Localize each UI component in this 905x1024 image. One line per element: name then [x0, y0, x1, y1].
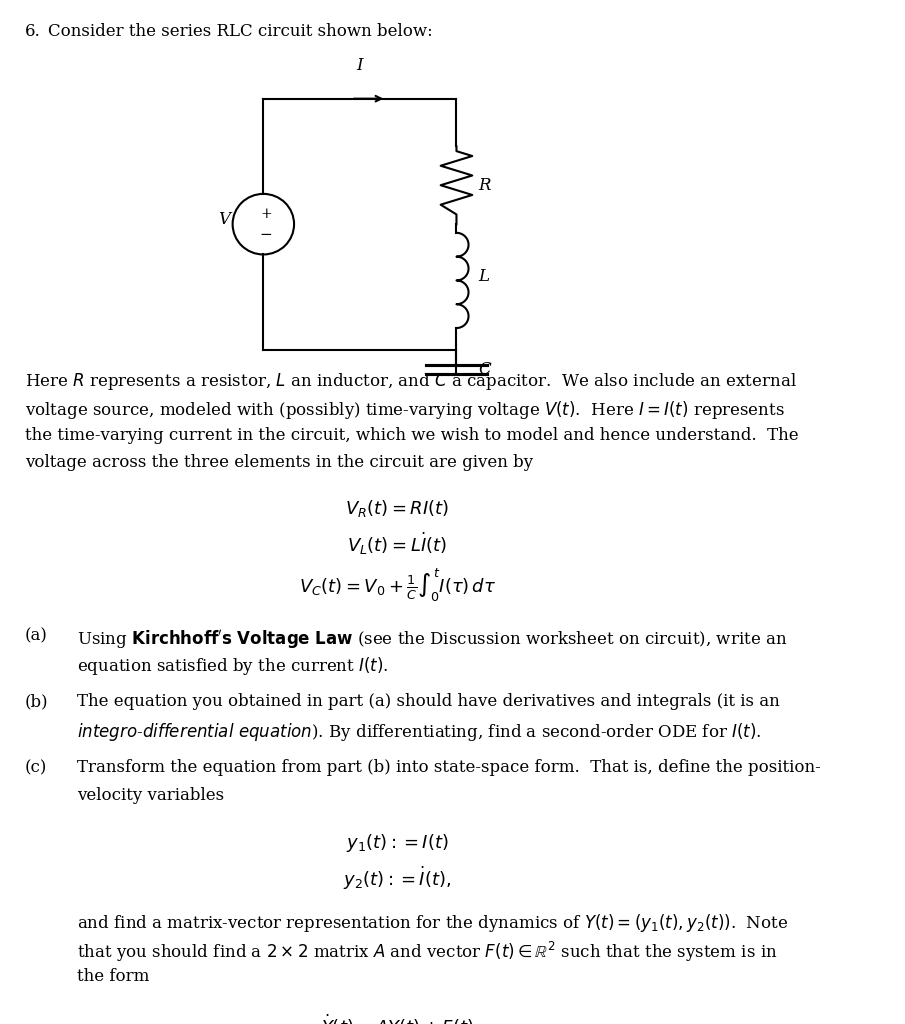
Text: equation satisfied by the current $I(t)$.: equation satisfied by the current $I(t)$…: [77, 655, 389, 677]
Text: The equation you obtained in part (a) should have derivatives and integrals (it : The equation you obtained in part (a) sh…: [77, 693, 780, 711]
Text: (a): (a): [24, 628, 47, 644]
Text: that you should find a $2 \times 2$ matrix $A$ and vector $F(t) \in \mathbb{R}^2: that you should find a $2 \times 2$ matr…: [77, 940, 777, 964]
Text: +: +: [260, 207, 271, 221]
Text: $y_1(t) := I(t)$: $y_1(t) := I(t)$: [346, 831, 449, 854]
Text: the form: the form: [77, 968, 149, 985]
Text: (c): (c): [24, 759, 47, 776]
Text: $\it{integro}$-$\it{differential\ equation}$). By differentiating, find a second: $\it{integro}$-$\it{differential\ equati…: [77, 721, 762, 743]
Text: V: V: [218, 211, 230, 228]
Text: and find a matrix-vector representation for the dynamics of $Y(t) = (y_1(t), y_2: and find a matrix-vector representation …: [77, 912, 788, 934]
Text: voltage source, modeled with (possibly) time-varying voltage $V(t)$.  Here $I = : voltage source, modeled with (possibly) …: [24, 399, 785, 421]
Text: $V_R(t) = RI(t)$: $V_R(t) = RI(t)$: [345, 498, 449, 519]
Text: voltage across the three elements in the circuit are given by: voltage across the three elements in the…: [24, 455, 533, 471]
Text: velocity variables: velocity variables: [77, 786, 224, 804]
Text: $y_2(t) := \dot{I}(t),$: $y_2(t) := \dot{I}(t),$: [343, 864, 452, 892]
Text: $\dot{Y}(t) = AY(t) + F(t)$: $\dot{Y}(t) = AY(t) + F(t)$: [321, 1013, 473, 1024]
Text: the time-varying current in the circuit, which we wish to model and hence unders: the time-varying current in the circuit,…: [24, 427, 798, 443]
Text: −: −: [260, 228, 272, 243]
Text: Using $\bf{Kirchhoff's\ Voltage\ Law}$ (see the Discussion worksheet on circuit): Using $\bf{Kirchhoff's\ Voltage\ Law}$ (…: [77, 628, 787, 650]
Text: $V_L(t) = L\dot{I}(t)$: $V_L(t) = L\dot{I}(t)$: [348, 530, 447, 557]
Text: (b): (b): [24, 693, 48, 711]
Text: Here $R$ represents a resistor, $L$ an inductor, and $C$ a capacitor.  We also i: Here $R$ represents a resistor, $L$ an i…: [24, 372, 796, 392]
Text: Consider the series RLC circuit shown below:: Consider the series RLC circuit shown be…: [48, 23, 433, 40]
Text: L: L: [479, 267, 490, 285]
Text: $V_C(t) = V_0 + \frac{1}{C}\int_0^t I(\tau)\, d\tau$: $V_C(t) = V_0 + \frac{1}{C}\int_0^t I(\t…: [299, 567, 496, 604]
Text: Transform the equation from part (b) into state-space form.  That is, define the: Transform the equation from part (b) int…: [77, 759, 821, 776]
Text: R: R: [479, 177, 491, 194]
Text: 6.: 6.: [24, 23, 41, 40]
Text: I: I: [357, 57, 363, 75]
Text: C: C: [479, 361, 491, 378]
